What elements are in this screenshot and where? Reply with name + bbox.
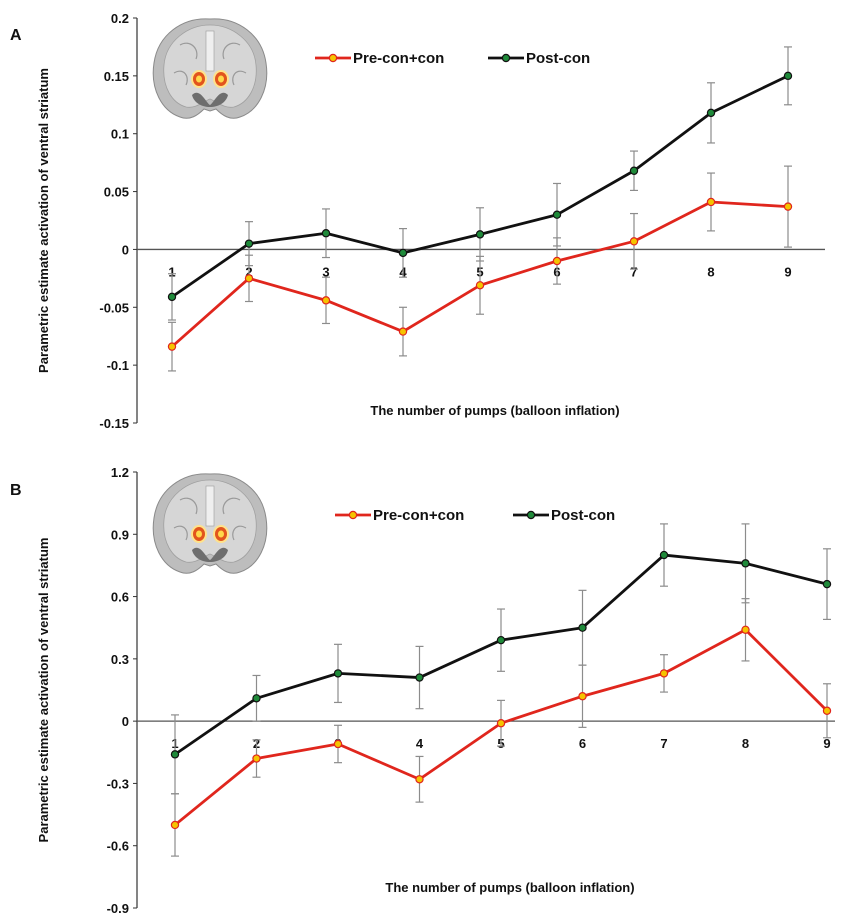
y-tick-label: -0.15 bbox=[99, 416, 129, 431]
legend-marker bbox=[348, 510, 358, 520]
legend: Pre-con+con Post-con bbox=[315, 50, 590, 67]
data-point bbox=[475, 281, 485, 290]
x-tick-label: 6 bbox=[579, 736, 586, 751]
data-point bbox=[552, 256, 562, 266]
legend-label: Pre-con+con bbox=[373, 507, 464, 524]
legend-marker bbox=[526, 510, 536, 520]
legend-label: Pre-con+con bbox=[353, 50, 444, 67]
data-point bbox=[415, 673, 424, 682]
panel-letter: B bbox=[10, 482, 22, 499]
data-point bbox=[321, 229, 331, 238]
data-point bbox=[333, 669, 343, 678]
x-tick-label: 7 bbox=[660, 736, 667, 751]
brain-slice-image bbox=[152, 18, 268, 119]
data-point bbox=[333, 739, 343, 749]
legend-item: Pre-con+con bbox=[335, 507, 464, 524]
data-point bbox=[496, 635, 506, 645]
x-tick-label: 4 bbox=[416, 736, 424, 751]
data-point bbox=[552, 210, 562, 219]
data-point bbox=[578, 623, 587, 632]
data-point bbox=[398, 327, 408, 336]
y-tick-label: 0 bbox=[122, 714, 129, 729]
y-tick-label: 0.15 bbox=[104, 69, 129, 84]
data-point bbox=[415, 775, 424, 784]
y-tick-label: 0.9 bbox=[111, 527, 129, 542]
y-tick-label: 0.3 bbox=[111, 652, 129, 667]
x-axis-title: The number of pumps (balloon inflation) bbox=[385, 880, 634, 895]
data-point bbox=[822, 579, 832, 589]
data-point bbox=[659, 669, 669, 678]
legend-item: Pre-con+con bbox=[315, 50, 444, 67]
data-point bbox=[475, 230, 485, 239]
x-tick-label: 8 bbox=[707, 264, 714, 279]
y-tick-label: 0 bbox=[122, 242, 129, 257]
data-point bbox=[170, 750, 180, 759]
legend-item: Post-con bbox=[513, 507, 615, 524]
legend: Pre-con+con Post-con bbox=[335, 507, 615, 524]
data-point bbox=[244, 274, 254, 283]
x-axis-title: The number of pumps (balloon inflation) bbox=[370, 403, 619, 418]
y-tick-label: -0.9 bbox=[107, 901, 129, 915]
data-point bbox=[706, 108, 716, 118]
x-tick-label: 3 bbox=[322, 264, 329, 279]
legend-marker bbox=[328, 53, 338, 63]
data-point bbox=[741, 559, 750, 568]
data-point bbox=[252, 754, 261, 763]
data-point bbox=[252, 694, 261, 703]
brain-slice-image bbox=[152, 473, 268, 574]
y-tick-label: 0.05 bbox=[104, 185, 129, 200]
data-point bbox=[398, 248, 408, 258]
y-tick-label: 1.2 bbox=[111, 465, 129, 480]
y-tick-label: -0.05 bbox=[99, 300, 129, 315]
x-tick-label: 1 bbox=[168, 264, 175, 279]
x-tick-label: 9 bbox=[823, 736, 830, 751]
data-point bbox=[659, 550, 669, 560]
x-tick-label: 9 bbox=[784, 264, 791, 279]
series-pre-con-con bbox=[167, 165, 793, 372]
y-axis-title: Parametric estimate activation of ventra… bbox=[36, 68, 51, 373]
y-tick-label: 0.6 bbox=[111, 590, 129, 605]
series-post-con bbox=[167, 46, 793, 321]
legend-label: Post-con bbox=[551, 507, 615, 524]
data-point bbox=[578, 692, 587, 701]
data-point bbox=[741, 625, 750, 634]
legend-item: Post-con bbox=[488, 50, 590, 67]
chart-panel-a: A0.20.150.10.050-0.05-0.1-0.15123456789P… bbox=[10, 11, 825, 431]
data-point bbox=[321, 296, 331, 305]
y-tick-label: -0.6 bbox=[107, 839, 129, 854]
data-point bbox=[629, 166, 639, 175]
data-point bbox=[244, 239, 254, 248]
data-point bbox=[167, 342, 177, 351]
y-tick-label: -0.3 bbox=[107, 776, 129, 791]
y-tick-label: -0.1 bbox=[107, 358, 129, 373]
y-axis-title: Parametric estimate activation of ventra… bbox=[36, 538, 51, 843]
series-pre-con-con bbox=[170, 598, 832, 857]
legend-marker bbox=[501, 53, 511, 63]
chart-panel-b: B1.20.90.60.30-0.3-0.6-0.9123456789Param… bbox=[10, 465, 835, 916]
data-point bbox=[496, 719, 506, 728]
x-tick-label: 8 bbox=[742, 736, 749, 751]
data-point bbox=[170, 820, 180, 830]
data-point bbox=[783, 202, 793, 211]
x-tick-label: 7 bbox=[630, 264, 637, 279]
data-point bbox=[706, 197, 716, 207]
y-tick-label: 0.2 bbox=[111, 11, 129, 26]
series-post-con bbox=[170, 523, 832, 795]
panel-letter: A bbox=[10, 27, 22, 44]
data-point bbox=[822, 706, 832, 715]
data-point bbox=[629, 237, 639, 246]
data-point bbox=[167, 292, 177, 302]
data-point bbox=[783, 71, 793, 81]
y-tick-label: 0.1 bbox=[111, 127, 129, 142]
legend-label: Post-con bbox=[526, 50, 590, 67]
